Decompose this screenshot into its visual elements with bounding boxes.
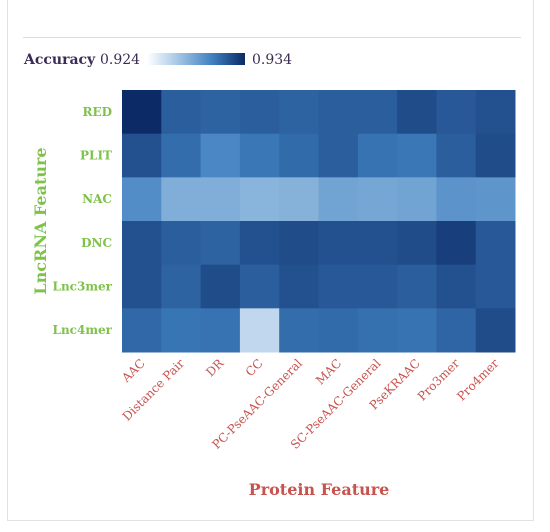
heatmap-cell (318, 264, 359, 309)
heatmap-cell (475, 264, 516, 309)
legend-max-label: 0.934 (252, 52, 293, 68)
x-tick-label: Pro3mer (415, 356, 462, 403)
heatmap-cell (122, 177, 162, 222)
heatmap-cell (239, 177, 280, 222)
heatmap-cell (122, 133, 162, 178)
heatmap-cell (397, 90, 437, 135)
heatmap-cell (318, 221, 359, 266)
heatmap-cell (161, 90, 202, 135)
heatmap-cell (318, 90, 359, 135)
legend-min-label: 0.924 (100, 52, 141, 68)
heatmap-cell (279, 221, 319, 266)
y-tick-labels: RED PLIT NAC DNC Lnc3mer Lnc4mer (53, 105, 113, 337)
x-tick-label: AAC (118, 356, 147, 385)
heatmap-cell (475, 177, 516, 222)
y-tick-label: DNC (81, 236, 112, 250)
heatmap-cell (239, 264, 280, 309)
heatmap-cell (161, 133, 202, 178)
heatmap-cell (200, 308, 241, 353)
y-tick-label: Lnc4mer (53, 323, 113, 337)
heatmap-cell (436, 264, 477, 309)
heatmap-cell (122, 221, 162, 266)
heatmap-cell (475, 133, 516, 178)
heatmap-cell (200, 133, 241, 178)
y-tick-label: RED (82, 105, 112, 119)
heatmap-cell (436, 221, 477, 266)
heatmap-cell (200, 221, 241, 266)
heatmap-cell (122, 90, 162, 135)
heatmap-cell (357, 264, 398, 309)
heatmap-cell (200, 177, 241, 222)
x-axis-title: Protein Feature (249, 480, 390, 499)
heatmap-cell (397, 221, 437, 266)
heatmap-cell (397, 264, 437, 309)
x-tick-label: DR (203, 356, 227, 380)
legend-title: Accuracy (24, 52, 96, 68)
heatmap-cell (318, 177, 359, 222)
heatmap-cell (279, 177, 319, 222)
heatmap-cell (397, 177, 437, 222)
heatmap-cell (279, 133, 319, 178)
heatmap-cell (279, 264, 319, 309)
heatmap-cell (397, 308, 437, 353)
y-tick-label: NAC (82, 192, 112, 206)
heatmap-cell (436, 90, 477, 135)
heatmap-cell (436, 308, 477, 353)
heatmap-cell (239, 133, 280, 178)
heatmap-cell (161, 308, 202, 353)
heatmap-cell (475, 221, 516, 266)
legend-colorbar (147, 53, 245, 65)
heatmap-cell (239, 308, 280, 353)
heatmap-cell (436, 177, 477, 222)
heatmap-cell (318, 308, 359, 353)
heatmap-cell (436, 133, 477, 178)
heatmap-cell (357, 177, 398, 222)
divider (23, 37, 521, 38)
heatmap-cell (318, 133, 359, 178)
heatmap-cell (357, 221, 398, 266)
heatmap-cell (200, 90, 241, 135)
heatmap-cell (279, 90, 319, 135)
x-tick-label: CC (243, 356, 266, 379)
y-axis-title: LncRNA Feature (31, 147, 50, 294)
heatmap-cell (357, 308, 398, 353)
heatmap-cell (397, 133, 437, 178)
heatmap-cell (475, 308, 516, 353)
heatmap-cell (161, 177, 202, 222)
heatmap-cells (122, 90, 516, 353)
y-tick-label: Lnc3mer (53, 280, 113, 294)
heatmap-cell (239, 90, 280, 135)
y-tick-label: PLIT (80, 149, 112, 163)
heatmap-cell (357, 90, 398, 135)
heatmap-cell (357, 133, 398, 178)
heatmap-cell (161, 221, 202, 266)
heatmap-cell (475, 90, 516, 135)
heatmap-cell (122, 264, 162, 309)
x-tick-label: MAC (313, 356, 344, 387)
heatmap-cell (200, 264, 241, 309)
heatmap-cell (161, 264, 202, 309)
x-tick-label: Pro4mer (454, 356, 501, 403)
heatmap-cell (239, 221, 280, 266)
heatmap-cell (279, 308, 319, 353)
heatmap-cell (122, 308, 162, 353)
